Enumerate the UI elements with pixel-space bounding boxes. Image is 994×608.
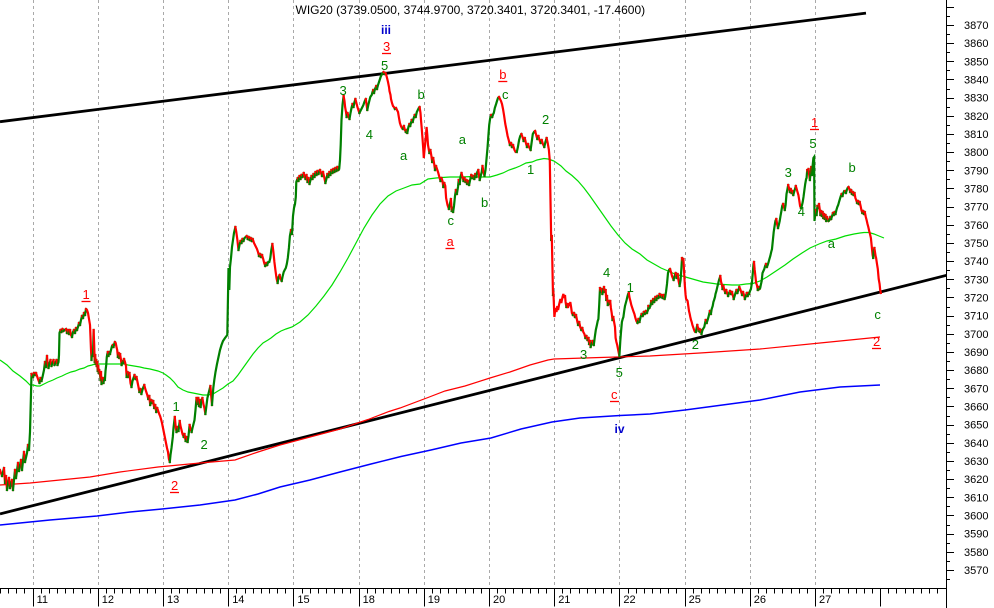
- svg-text:1: 1: [811, 115, 818, 130]
- svg-text:3: 3: [580, 347, 587, 362]
- svg-text:3600: 3600: [964, 511, 988, 523]
- svg-text:b: b: [481, 195, 488, 210]
- svg-text:a: a: [447, 234, 455, 249]
- svg-text:3790: 3790: [964, 165, 988, 177]
- svg-text:3850: 3850: [964, 56, 988, 68]
- svg-text:21: 21: [558, 594, 570, 606]
- svg-text:22: 22: [623, 594, 635, 606]
- svg-text:3810: 3810: [964, 129, 988, 141]
- svg-text:5: 5: [616, 365, 623, 380]
- svg-text:26: 26: [754, 594, 766, 606]
- svg-text:3700: 3700: [964, 329, 988, 341]
- svg-text:3820: 3820: [964, 111, 988, 123]
- svg-text:4: 4: [366, 127, 373, 142]
- svg-text:3770: 3770: [964, 202, 988, 214]
- svg-text:27: 27: [819, 594, 831, 606]
- svg-text:3570: 3570: [964, 565, 988, 577]
- svg-text:3650: 3650: [964, 420, 988, 432]
- svg-text:3840: 3840: [964, 75, 988, 87]
- svg-text:3: 3: [785, 165, 792, 180]
- svg-text:12: 12: [102, 594, 114, 606]
- svg-text:iii: iii: [381, 23, 391, 37]
- svg-text:3870: 3870: [964, 20, 988, 32]
- svg-text:5: 5: [381, 58, 388, 73]
- svg-text:3780: 3780: [964, 184, 988, 196]
- svg-text:3830: 3830: [964, 93, 988, 105]
- svg-text:c: c: [611, 387, 618, 402]
- svg-text:4: 4: [603, 265, 610, 280]
- svg-text:a: a: [828, 236, 836, 251]
- svg-text:a: a: [400, 148, 408, 163]
- svg-text:3740: 3740: [964, 256, 988, 268]
- svg-text:3750: 3750: [964, 238, 988, 250]
- svg-text:3860: 3860: [964, 38, 988, 50]
- svg-text:3590: 3590: [964, 529, 988, 541]
- svg-text:3610: 3610: [964, 492, 988, 504]
- svg-text:2: 2: [542, 112, 549, 127]
- svg-text:1: 1: [627, 280, 634, 295]
- svg-text:3: 3: [340, 83, 347, 98]
- svg-text:3760: 3760: [964, 220, 988, 232]
- svg-text:25: 25: [689, 594, 701, 606]
- svg-text:2: 2: [873, 334, 880, 349]
- svg-text:3660: 3660: [964, 402, 988, 414]
- svg-text:4: 4: [798, 204, 805, 219]
- svg-text:1: 1: [83, 287, 90, 302]
- svg-text:3680: 3680: [964, 365, 988, 377]
- svg-text:13: 13: [167, 594, 179, 606]
- svg-text:20: 20: [493, 594, 505, 606]
- svg-text:2: 2: [171, 478, 178, 493]
- svg-text:WIG20 (3739.0500, 3744.9700, 3: WIG20 (3739.0500, 3744.9700, 3720.3401, …: [296, 3, 646, 17]
- svg-text:19: 19: [428, 594, 440, 606]
- svg-text:5: 5: [809, 136, 816, 151]
- svg-text:3720: 3720: [964, 293, 988, 305]
- svg-text:b: b: [418, 87, 425, 102]
- svg-text:b: b: [849, 160, 856, 175]
- svg-text:a: a: [459, 132, 467, 147]
- svg-text:1: 1: [173, 399, 180, 414]
- svg-text:iv: iv: [615, 422, 625, 436]
- svg-text:3710: 3710: [964, 311, 988, 323]
- svg-text:3640: 3640: [964, 438, 988, 450]
- svg-text:18: 18: [363, 594, 375, 606]
- svg-text:c: c: [502, 87, 509, 102]
- svg-text:c: c: [448, 213, 455, 228]
- svg-text:2: 2: [201, 437, 208, 452]
- svg-text:c: c: [874, 307, 881, 322]
- svg-text:3730: 3730: [964, 274, 988, 286]
- svg-text:1: 1: [527, 162, 534, 177]
- svg-text:3800: 3800: [964, 147, 988, 159]
- svg-text:14: 14: [232, 594, 244, 606]
- svg-text:3: 3: [383, 39, 390, 54]
- svg-text:11: 11: [37, 594, 48, 606]
- svg-text:3630: 3630: [964, 456, 988, 468]
- svg-text:3690: 3690: [964, 347, 988, 359]
- svg-text:3620: 3620: [964, 474, 988, 486]
- svg-text:3580: 3580: [964, 547, 988, 559]
- svg-text:b: b: [499, 67, 506, 82]
- svg-text:2: 2: [692, 337, 699, 352]
- svg-text:15: 15: [297, 594, 309, 606]
- svg-text:3670: 3670: [964, 383, 988, 395]
